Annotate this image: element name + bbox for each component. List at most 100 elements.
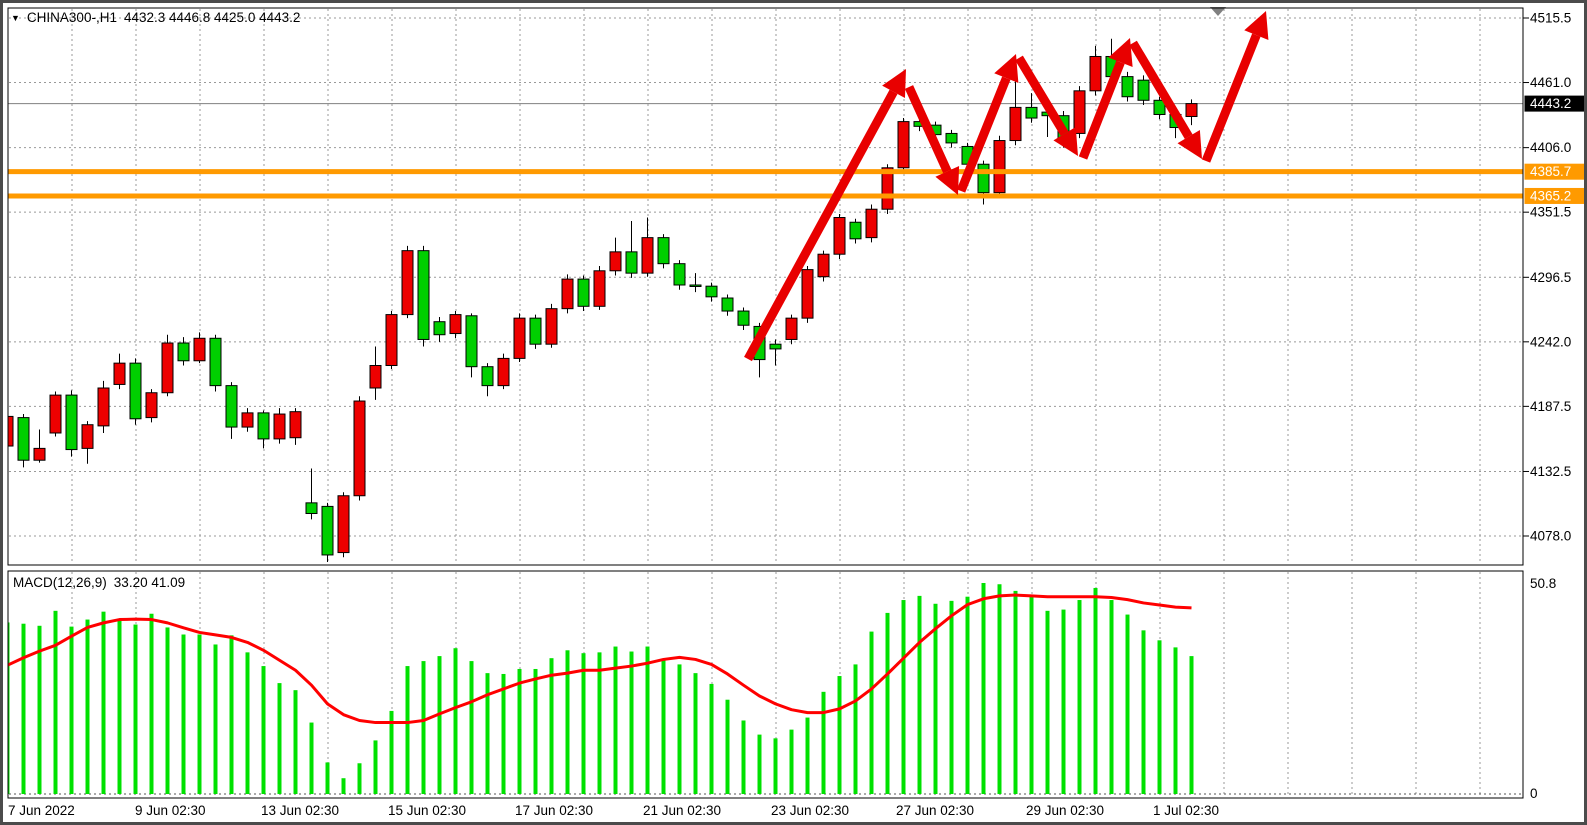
candle (833, 213, 846, 259)
candle (321, 502, 334, 563)
time-axis-label: 27 Jun 02:30 (896, 803, 974, 818)
candle (513, 313, 526, 362)
candle (497, 353, 510, 390)
candle (529, 314, 542, 349)
candle (353, 396, 366, 501)
macd-label: MACD(12,26,9) 33.20 41.09 (13, 575, 185, 590)
price-tick-label: 4187.5 (1530, 399, 1571, 414)
candle (1137, 75, 1150, 106)
candle (945, 129, 958, 148)
candle (49, 391, 62, 437)
candle (209, 334, 222, 392)
candle (705, 282, 718, 302)
candle (33, 429, 46, 463)
candle (401, 245, 414, 319)
symbol-name: CHINA300-,H1 (26, 10, 117, 25)
candle (1185, 99, 1198, 126)
candle (225, 382, 238, 439)
candle (577, 275, 590, 312)
candle (1089, 45, 1102, 96)
time-axis-label: 29 Jun 02:30 (1026, 803, 1104, 818)
candle (801, 266, 814, 323)
candle (385, 311, 398, 370)
candle (97, 380, 110, 433)
candle (689, 273, 702, 293)
macd-axis-min: 0 (1530, 786, 1538, 801)
chart-surface[interactable]: 4515.5 4461.0 4406.0 4351.5 4296.5 4242.0 4187… (3, 3, 1584, 822)
candle (769, 339, 782, 366)
symbol-dropdown-icon[interactable]: ▼ (11, 13, 20, 23)
price-axis-tags: 4385.7 4365.2 4443.2 (1524, 95, 1584, 204)
macd-axis-max: 50.8 (1530, 576, 1556, 591)
time-axis-label: 17 Jun 02:30 (515, 803, 593, 818)
trend-arrow-annotations[interactable] (744, 11, 1269, 362)
candle (257, 410, 270, 449)
time-axis-label: 21 Jun 02:30 (643, 803, 721, 818)
candle (849, 218, 862, 244)
candle (129, 358, 142, 425)
candle (369, 346, 382, 400)
price-tick-label: 4242.0 (1530, 334, 1571, 349)
time-axis-label: 13 Jun 02:30 (261, 803, 339, 818)
level-tag-label: 4365.2 (1530, 188, 1571, 203)
candle (337, 492, 350, 558)
candle (417, 245, 430, 347)
main-panel-border (7, 7, 1524, 566)
candle (609, 237, 622, 276)
price-tick-label: 4351.5 (1530, 205, 1571, 220)
candle (161, 334, 174, 397)
candle (657, 234, 670, 269)
price-tick-label: 4515.5 (1530, 11, 1571, 26)
candle (81, 421, 94, 464)
price-tick-label: 4296.5 (1530, 270, 1571, 285)
macd-signal-line (8, 593, 1192, 725)
candle (481, 363, 494, 397)
price-tick-label: 4461.0 (1530, 75, 1571, 90)
candle (449, 311, 462, 339)
ohlc-values: 4432.3 4446.8 4425.0 4443.2 (123, 10, 301, 25)
time-axis-label: 1 Jul 02:30 (1153, 803, 1219, 818)
candle (1153, 96, 1166, 120)
candle (625, 221, 638, 278)
candle (897, 118, 910, 173)
candle (721, 294, 734, 316)
candle (177, 337, 190, 366)
support-level-lines[interactable] (8, 169, 1523, 199)
time-axis-label: 7 Jun 2022 (8, 803, 75, 818)
time-axis-label: 9 Jun 02:30 (135, 803, 206, 818)
price-gridlines-and-ticks: 4515.5 4461.0 4406.0 4351.5 4296.5 4242.0 4187… (9, 11, 1571, 801)
candle (737, 307, 750, 330)
price-tick-label: 4078.0 (1530, 529, 1571, 544)
time-axis[interactable]: 7 Jun 2022 9 Jun 02:30 13 Jun 02:30 15 Jun … (8, 803, 1219, 818)
candle (289, 408, 302, 445)
macd-params: MACD(12,26,9) (13, 575, 107, 590)
candle (145, 389, 158, 423)
level-tag-label: 4385.7 (1530, 164, 1571, 179)
price-tick-label: 4132.5 (1530, 464, 1571, 479)
candle (673, 260, 686, 290)
vertical-gridlines (71, 9, 1481, 797)
candle (545, 303, 558, 348)
candle (17, 414, 30, 468)
candle (305, 468, 318, 520)
candle (641, 217, 654, 277)
candle (8, 415, 14, 447)
candle (433, 316, 446, 342)
time-axis-label: 23 Jun 02:30 (771, 803, 849, 818)
chart-canvas[interactable]: 4515.5 4461.0 4406.0 4351.5 4296.5 4242.0 4187… (3, 3, 1587, 825)
symbol-title: ▼ CHINA300-,H1 4432.3 4446.8 4425.0 4443.2 (11, 10, 300, 25)
candle (113, 353, 126, 390)
candle (241, 408, 254, 432)
candlestick-layer (8, 38, 1198, 563)
candle (1025, 93, 1038, 123)
candle (465, 313, 478, 378)
candle (1121, 71, 1134, 102)
macd-histogram (8, 583, 1194, 794)
candle (65, 390, 78, 457)
candle (1073, 86, 1086, 139)
chart-shift-marker-icon[interactable] (1210, 7, 1226, 16)
macd-panel-border (7, 570, 1524, 799)
current-price-tag-label: 4443.2 (1530, 96, 1571, 111)
macd-values: 33.20 41.09 (113, 575, 186, 590)
